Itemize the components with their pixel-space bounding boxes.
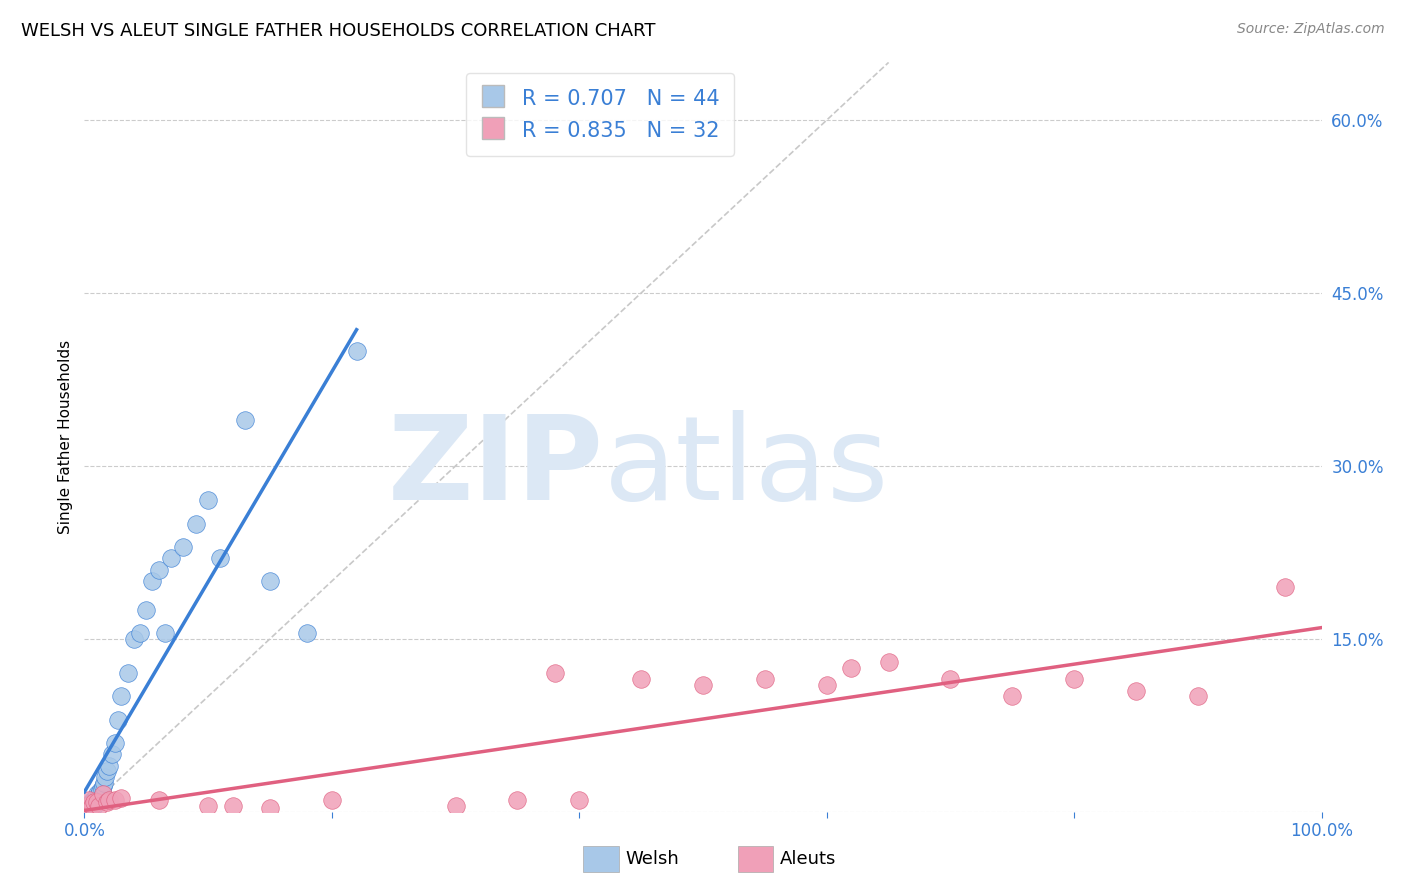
Text: Source: ZipAtlas.com: Source: ZipAtlas.com xyxy=(1237,22,1385,37)
Point xyxy=(841,660,863,674)
Point xyxy=(110,690,132,704)
Point xyxy=(754,672,776,686)
Point xyxy=(83,799,105,814)
Point xyxy=(346,343,368,358)
Point xyxy=(86,793,108,807)
Point xyxy=(160,551,183,566)
Text: atlas: atlas xyxy=(605,409,890,524)
Point xyxy=(96,796,118,810)
Point xyxy=(76,799,98,814)
Point xyxy=(77,801,100,815)
Point xyxy=(79,800,101,814)
Point xyxy=(222,799,245,814)
Point xyxy=(148,563,170,577)
Point xyxy=(87,790,110,805)
Point xyxy=(815,678,838,692)
Point xyxy=(444,799,467,814)
Point xyxy=(93,776,115,790)
Y-axis label: Single Father Households: Single Father Households xyxy=(58,340,73,534)
Point xyxy=(91,788,114,802)
Point xyxy=(104,793,127,807)
Point xyxy=(94,770,117,784)
Point xyxy=(104,735,127,749)
Point xyxy=(80,797,103,811)
Point xyxy=(98,793,121,807)
Point xyxy=(80,799,103,814)
Point xyxy=(89,784,111,798)
Point xyxy=(1125,683,1147,698)
Text: Welsh: Welsh xyxy=(626,850,679,868)
Point xyxy=(153,626,176,640)
Point xyxy=(135,603,157,617)
Point xyxy=(84,790,107,805)
Point xyxy=(939,672,962,686)
Text: ZIP: ZIP xyxy=(388,409,605,524)
Legend: R = 0.707   N = 44, R = 0.835   N = 32: R = 0.707 N = 44, R = 0.835 N = 32 xyxy=(465,73,734,156)
Point xyxy=(321,793,343,807)
Point xyxy=(141,574,163,589)
Point xyxy=(543,666,565,681)
Point xyxy=(100,747,122,761)
Point xyxy=(197,493,219,508)
Point xyxy=(259,801,281,815)
Point xyxy=(79,796,101,810)
Point xyxy=(1274,580,1296,594)
Point xyxy=(117,666,139,681)
Text: Aleuts: Aleuts xyxy=(780,850,837,868)
Point xyxy=(129,626,152,640)
Point xyxy=(79,800,101,814)
Point xyxy=(79,793,101,807)
Point xyxy=(197,799,219,814)
Point xyxy=(83,793,105,807)
Point xyxy=(506,793,529,807)
Point xyxy=(91,780,114,794)
Point xyxy=(295,626,318,640)
Point xyxy=(877,655,900,669)
Point xyxy=(209,551,232,566)
Point xyxy=(83,796,105,810)
Point xyxy=(233,413,256,427)
Point xyxy=(96,764,118,779)
Point xyxy=(122,632,145,646)
Point xyxy=(630,672,652,686)
Point xyxy=(89,799,111,814)
Point xyxy=(82,793,104,807)
Text: WELSH VS ALEUT SINGLE FATHER HOUSEHOLDS CORRELATION CHART: WELSH VS ALEUT SINGLE FATHER HOUSEHOLDS … xyxy=(21,22,655,40)
Point xyxy=(89,788,111,802)
Point xyxy=(692,678,714,692)
Point xyxy=(172,540,194,554)
Point xyxy=(1001,690,1024,704)
Point xyxy=(259,574,281,589)
Point xyxy=(184,516,207,531)
Point xyxy=(1187,690,1209,704)
Point xyxy=(107,713,129,727)
Point xyxy=(86,788,108,802)
Point xyxy=(148,793,170,807)
Point xyxy=(568,793,591,807)
Point xyxy=(110,790,132,805)
Point xyxy=(86,796,108,810)
Point xyxy=(90,781,112,796)
Point xyxy=(1063,672,1085,686)
Point xyxy=(80,799,103,814)
Point xyxy=(84,796,107,810)
Point xyxy=(76,799,98,814)
Point xyxy=(82,797,104,812)
Point xyxy=(98,758,121,772)
